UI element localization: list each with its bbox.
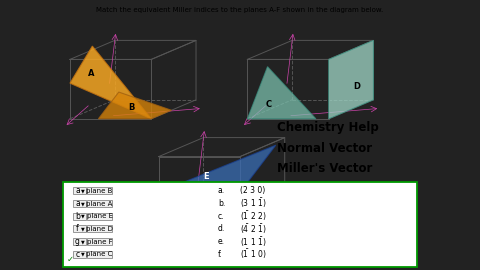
FancyBboxPatch shape <box>87 225 112 232</box>
FancyBboxPatch shape <box>87 213 112 220</box>
Text: c: c <box>75 250 79 259</box>
Text: ▼: ▼ <box>81 188 85 193</box>
Text: plane F: plane F <box>87 239 112 245</box>
Text: $\left(1\ 1\ \bar{1}\right)$: $\left(1\ 1\ \bar{1}\right)$ <box>240 235 267 248</box>
Text: $\left(\bar{4}\ 2\ \bar{1}\right)$: $\left(\bar{4}\ 2\ \bar{1}\right)$ <box>240 222 267 236</box>
Text: ▼: ▼ <box>81 252 85 257</box>
Text: a: a <box>75 186 80 195</box>
Text: $\left(3\ 1\ \bar{1}\right)$: $\left(3\ 1\ \bar{1}\right)$ <box>240 197 267 210</box>
Text: plane A: plane A <box>86 201 113 207</box>
FancyBboxPatch shape <box>73 238 86 245</box>
Text: D: D <box>353 82 360 91</box>
Text: Normal Vector: Normal Vector <box>277 142 372 155</box>
Text: A: A <box>88 69 95 78</box>
Text: plane C: plane C <box>86 251 113 257</box>
Text: f.: f. <box>218 250 222 259</box>
Text: Match the equivalent Miller indices to the planes A-F shown in the diagram below: Match the equivalent Miller indices to t… <box>96 7 384 13</box>
Text: ▼: ▼ <box>81 239 85 244</box>
FancyBboxPatch shape <box>73 213 86 220</box>
FancyBboxPatch shape <box>62 182 418 267</box>
Text: f: f <box>76 224 79 234</box>
FancyBboxPatch shape <box>87 187 112 194</box>
Text: Miller's Vector: Miller's Vector <box>277 162 372 175</box>
Text: B: B <box>129 103 135 112</box>
Text: plane E: plane E <box>86 213 112 219</box>
FancyBboxPatch shape <box>73 200 86 207</box>
Polygon shape <box>159 192 181 216</box>
Text: ▼: ▼ <box>81 227 85 231</box>
Text: e.: e. <box>218 237 225 246</box>
Text: (2 3 0): (2 3 0) <box>240 186 265 195</box>
Text: b.: b. <box>218 199 225 208</box>
Text: ▼: ▼ <box>81 214 85 219</box>
FancyBboxPatch shape <box>73 187 86 194</box>
Text: a: a <box>75 199 80 208</box>
Text: C: C <box>265 100 271 109</box>
Text: $\left(\bar{1}\ 2\ 2\right)$: $\left(\bar{1}\ 2\ 2\right)$ <box>240 210 267 223</box>
FancyBboxPatch shape <box>87 200 112 207</box>
Text: b: b <box>75 212 80 221</box>
Text: $\left(\bar{1}\ 1\ 0\right)$: $\left(\bar{1}\ 1\ 0\right)$ <box>240 248 267 261</box>
FancyBboxPatch shape <box>73 225 86 232</box>
FancyBboxPatch shape <box>87 238 112 245</box>
Polygon shape <box>247 67 316 119</box>
Text: c.: c. <box>218 212 224 221</box>
FancyBboxPatch shape <box>73 251 86 258</box>
Text: plane D: plane D <box>86 226 113 232</box>
Text: ✓: ✓ <box>66 255 73 264</box>
Text: g: g <box>75 237 80 246</box>
Text: F: F <box>156 198 161 207</box>
Text: d.: d. <box>218 224 225 234</box>
Text: ▼: ▼ <box>81 201 85 206</box>
Polygon shape <box>70 46 151 119</box>
Polygon shape <box>329 40 373 119</box>
Text: plane B: plane B <box>86 188 113 194</box>
Text: Chemistry Help: Chemistry Help <box>277 122 379 134</box>
Polygon shape <box>159 145 276 192</box>
Text: a.: a. <box>218 186 225 195</box>
FancyBboxPatch shape <box>87 251 112 258</box>
Polygon shape <box>98 92 171 119</box>
Text: E: E <box>204 172 209 181</box>
